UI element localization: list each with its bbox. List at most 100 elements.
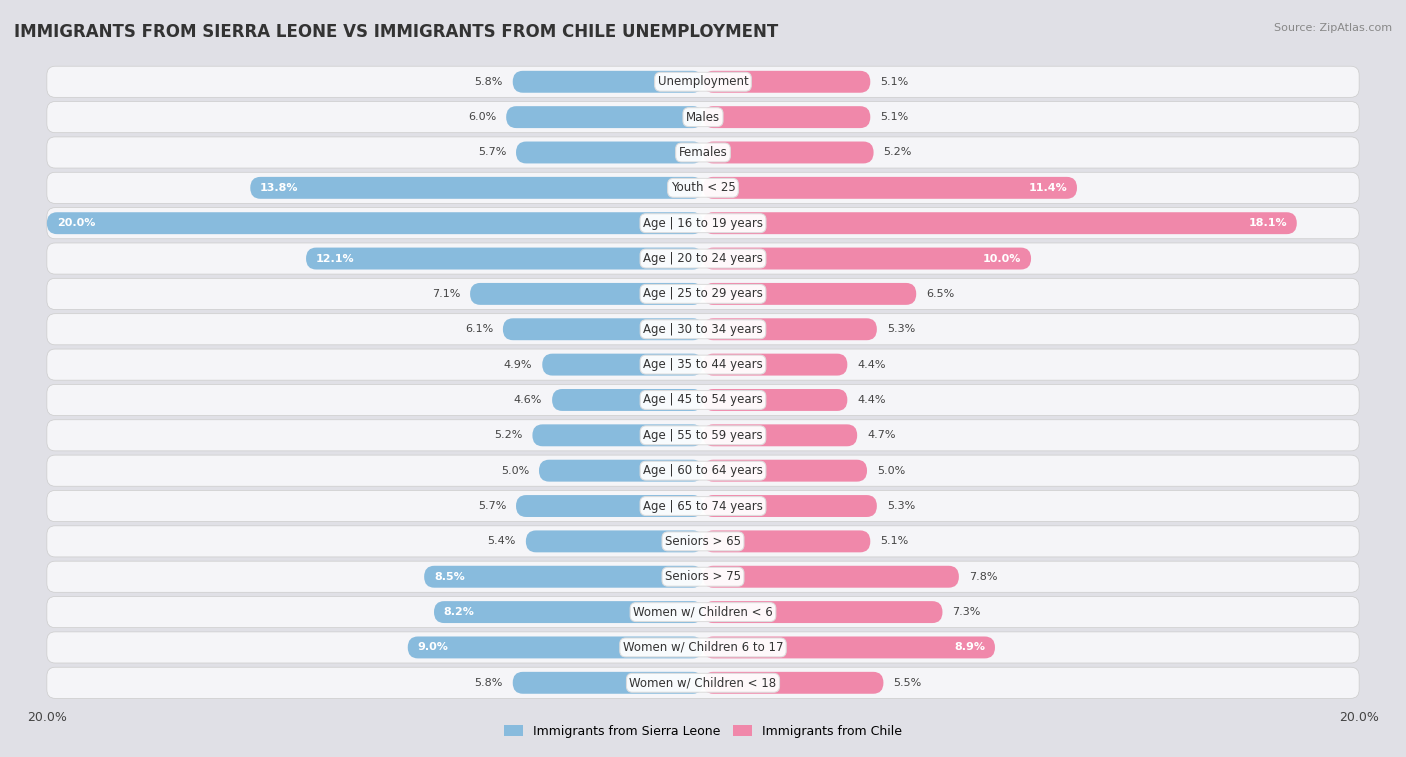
FancyBboxPatch shape [703,495,877,517]
Text: 5.5%: 5.5% [893,678,921,688]
FancyBboxPatch shape [307,248,703,269]
Text: 5.1%: 5.1% [880,76,908,87]
Text: 4.7%: 4.7% [868,430,896,441]
Text: 20.0%: 20.0% [56,218,96,228]
Text: 5.3%: 5.3% [887,324,915,335]
FancyBboxPatch shape [703,389,848,411]
Text: 11.4%: 11.4% [1028,183,1067,193]
FancyBboxPatch shape [470,283,703,305]
Text: 13.8%: 13.8% [260,183,298,193]
Text: 7.1%: 7.1% [432,289,460,299]
FancyBboxPatch shape [526,531,703,553]
Text: Women w/ Children 6 to 17: Women w/ Children 6 to 17 [623,641,783,654]
Text: Age | 16 to 19 years: Age | 16 to 19 years [643,217,763,229]
Text: Age | 20 to 24 years: Age | 20 to 24 years [643,252,763,265]
FancyBboxPatch shape [703,459,868,481]
Text: 6.0%: 6.0% [468,112,496,122]
FancyBboxPatch shape [46,101,1360,132]
Text: Youth < 25: Youth < 25 [671,182,735,195]
Text: 4.4%: 4.4% [858,360,886,369]
FancyBboxPatch shape [46,66,1360,98]
FancyBboxPatch shape [46,212,703,234]
Text: Age | 30 to 34 years: Age | 30 to 34 years [643,322,763,336]
Legend: Immigrants from Sierra Leone, Immigrants from Chile: Immigrants from Sierra Leone, Immigrants… [499,720,907,743]
Text: IMMIGRANTS FROM SIERRA LEONE VS IMMIGRANTS FROM CHILE UNEMPLOYMENT: IMMIGRANTS FROM SIERRA LEONE VS IMMIGRAN… [14,23,779,41]
Text: 5.7%: 5.7% [478,501,506,511]
Text: Age | 60 to 64 years: Age | 60 to 64 years [643,464,763,477]
Text: 5.7%: 5.7% [478,148,506,157]
FancyBboxPatch shape [46,385,1360,416]
FancyBboxPatch shape [703,601,942,623]
FancyBboxPatch shape [46,632,1360,663]
Text: 4.4%: 4.4% [858,395,886,405]
Text: 5.1%: 5.1% [880,112,908,122]
Text: Females: Females [679,146,727,159]
FancyBboxPatch shape [703,637,995,659]
FancyBboxPatch shape [516,495,703,517]
FancyBboxPatch shape [516,142,703,164]
FancyBboxPatch shape [703,354,848,375]
FancyBboxPatch shape [703,248,1031,269]
FancyBboxPatch shape [46,526,1360,557]
Text: 7.8%: 7.8% [969,572,997,581]
Text: 12.1%: 12.1% [316,254,354,263]
Text: 4.6%: 4.6% [513,395,543,405]
Text: Age | 65 to 74 years: Age | 65 to 74 years [643,500,763,512]
Text: 5.0%: 5.0% [877,466,905,475]
FancyBboxPatch shape [703,672,883,693]
FancyBboxPatch shape [553,389,703,411]
Text: 5.0%: 5.0% [501,466,529,475]
FancyBboxPatch shape [703,106,870,128]
FancyBboxPatch shape [46,420,1360,451]
FancyBboxPatch shape [46,279,1360,310]
FancyBboxPatch shape [703,142,873,164]
Text: 18.1%: 18.1% [1249,218,1286,228]
FancyBboxPatch shape [543,354,703,375]
Text: 5.8%: 5.8% [474,678,503,688]
Text: 6.1%: 6.1% [465,324,494,335]
Text: Women w/ Children < 18: Women w/ Children < 18 [630,676,776,690]
Text: 5.4%: 5.4% [488,537,516,547]
FancyBboxPatch shape [513,672,703,693]
Text: 4.9%: 4.9% [503,360,533,369]
FancyBboxPatch shape [46,561,1360,592]
Text: Unemployment: Unemployment [658,75,748,89]
FancyBboxPatch shape [503,318,703,340]
Text: Males: Males [686,111,720,123]
FancyBboxPatch shape [703,425,858,447]
Text: Seniors > 65: Seniors > 65 [665,535,741,548]
FancyBboxPatch shape [46,597,1360,628]
FancyBboxPatch shape [46,667,1360,699]
FancyBboxPatch shape [425,565,703,587]
FancyBboxPatch shape [703,565,959,587]
Text: 5.8%: 5.8% [474,76,503,87]
Text: 7.3%: 7.3% [952,607,981,617]
FancyBboxPatch shape [533,425,703,447]
Text: Age | 55 to 59 years: Age | 55 to 59 years [643,428,763,442]
Text: 6.5%: 6.5% [927,289,955,299]
FancyBboxPatch shape [250,177,703,199]
Text: Age | 25 to 29 years: Age | 25 to 29 years [643,288,763,301]
Text: Age | 35 to 44 years: Age | 35 to 44 years [643,358,763,371]
FancyBboxPatch shape [46,137,1360,168]
Text: 5.1%: 5.1% [880,537,908,547]
FancyBboxPatch shape [703,212,1296,234]
Text: 5.2%: 5.2% [883,148,912,157]
Text: Women w/ Children < 6: Women w/ Children < 6 [633,606,773,618]
Text: 8.2%: 8.2% [444,607,475,617]
Text: Source: ZipAtlas.com: Source: ZipAtlas.com [1274,23,1392,33]
FancyBboxPatch shape [46,313,1360,344]
Text: 9.0%: 9.0% [418,643,449,653]
Text: 8.5%: 8.5% [434,572,465,581]
FancyBboxPatch shape [46,349,1360,380]
Text: Seniors > 75: Seniors > 75 [665,570,741,583]
FancyBboxPatch shape [408,637,703,659]
FancyBboxPatch shape [513,71,703,93]
FancyBboxPatch shape [703,531,870,553]
FancyBboxPatch shape [46,243,1360,274]
Text: 10.0%: 10.0% [983,254,1021,263]
FancyBboxPatch shape [538,459,703,481]
Text: 8.9%: 8.9% [955,643,986,653]
Text: 5.3%: 5.3% [887,501,915,511]
FancyBboxPatch shape [703,177,1077,199]
